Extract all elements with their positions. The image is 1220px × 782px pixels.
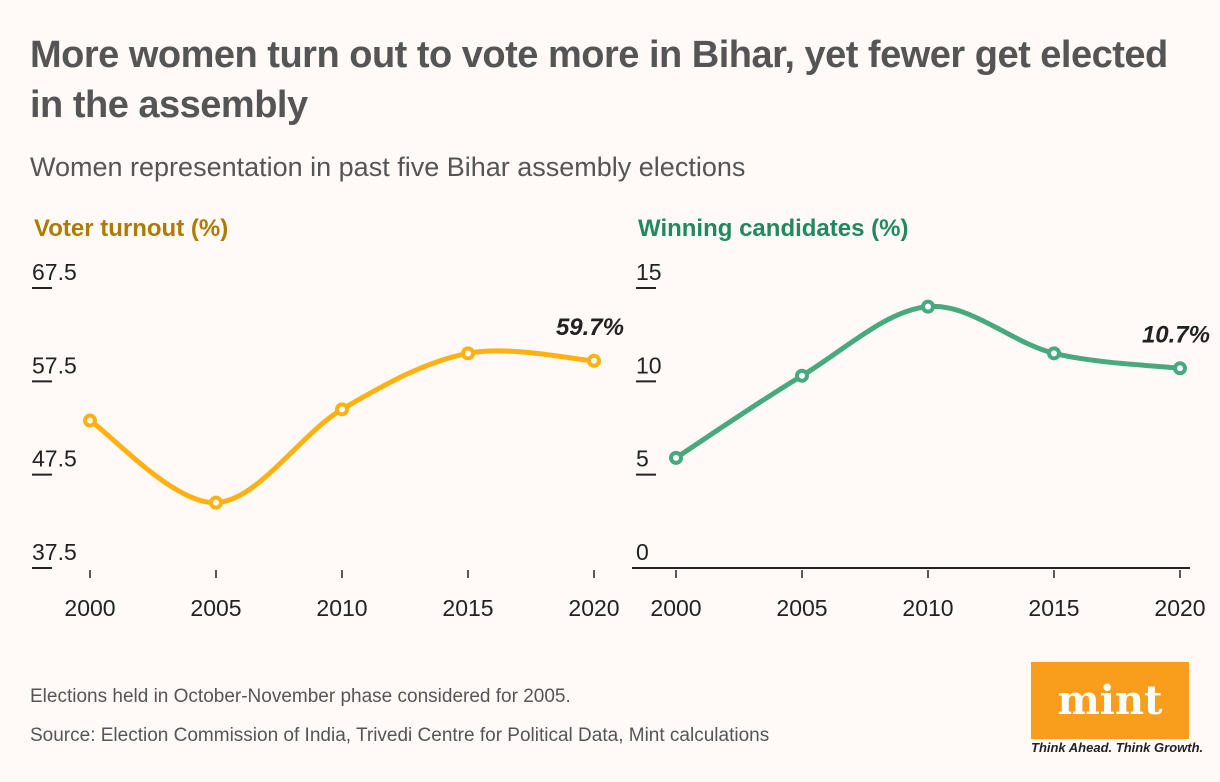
data-point	[921, 299, 935, 314]
mint-logo: mint	[1031, 662, 1189, 739]
x-tick-label: 2020	[568, 595, 619, 621]
x-tick-label: 2015	[442, 595, 493, 621]
y-tick-label: 15	[636, 259, 662, 285]
y-tick-label: 47.5	[32, 446, 77, 472]
charts: Voter turnout (%) 67.5 57.5 47.5 37.5 2000 200…	[32, 215, 1210, 621]
y-tick-label: 10	[636, 352, 662, 378]
y-tick-label: 0	[636, 539, 649, 565]
logo-text: mint	[1057, 677, 1163, 724]
y-tick-label: 37.5	[32, 539, 77, 565]
data-label: 10.7%	[1142, 321, 1210, 348]
x-tick-label: 2000	[64, 595, 115, 621]
source-note: Source: Election Commission of India, Tr…	[30, 725, 770, 746]
y-tick-label: 57.5	[32, 352, 77, 378]
chart-title: More women turn out to vote more in Biha…	[30, 34, 1168, 126]
x-tick-label: 2005	[776, 595, 827, 621]
footnote: Elections held in October-November phase…	[30, 686, 571, 707]
data-point	[795, 368, 809, 383]
data-point	[587, 353, 601, 368]
data-point	[461, 346, 475, 361]
panel-title: Voter turnout (%)	[34, 215, 228, 242]
panel-title: Winning candidates (%)	[638, 215, 908, 242]
x-tick-label: 2010	[902, 595, 953, 621]
data-point	[209, 495, 223, 510]
series-line	[673, 304, 1183, 461]
data-label: 59.7%	[556, 314, 624, 341]
data-point	[1047, 346, 1061, 361]
chart-subtitle: Women representation in past five Bihar …	[30, 152, 746, 182]
x-tick-label: 2005	[190, 595, 241, 621]
logo-tagline: Think Ahead. Think Growth.	[1031, 740, 1204, 755]
x-tick-label: 2020	[1154, 595, 1205, 621]
data-point	[669, 450, 683, 465]
data-point	[83, 413, 97, 428]
x-tick-label: 2015	[1028, 595, 1079, 621]
x-tick-label: 2000	[650, 595, 701, 621]
data-point	[1173, 361, 1187, 376]
y-tick-label: 67.5	[32, 259, 77, 285]
y-tick-label: 5	[636, 446, 649, 472]
series-line	[87, 348, 597, 506]
data-point	[335, 402, 349, 417]
x-tick-label: 2010	[316, 595, 367, 621]
